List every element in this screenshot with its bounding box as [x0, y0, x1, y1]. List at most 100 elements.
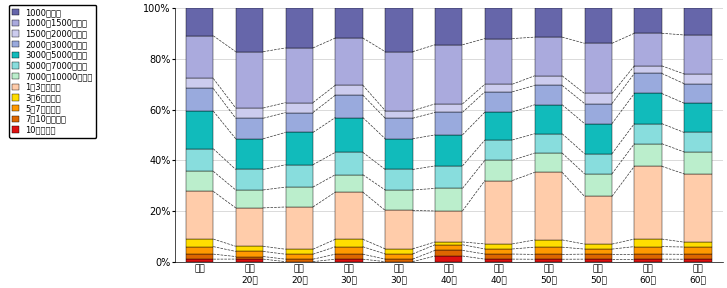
Bar: [286, 249, 313, 254]
Bar: [335, 95, 363, 118]
Bar: [236, 257, 263, 259]
Bar: [286, 48, 313, 103]
Bar: [585, 174, 612, 196]
Bar: [335, 259, 363, 262]
Bar: [186, 171, 213, 192]
Bar: [485, 39, 513, 84]
Bar: [585, 104, 612, 124]
Bar: [485, 259, 513, 262]
Bar: [535, 153, 562, 172]
Bar: [236, 246, 263, 251]
Bar: [485, 8, 513, 39]
Bar: [335, 239, 363, 247]
Bar: [286, 132, 313, 165]
Bar: [385, 249, 413, 254]
Bar: [585, 249, 612, 254]
Bar: [385, 118, 413, 139]
Bar: [635, 66, 662, 73]
Bar: [236, 118, 263, 139]
Bar: [385, 169, 413, 190]
Bar: [435, 166, 462, 188]
Bar: [485, 84, 513, 92]
Bar: [385, 211, 413, 249]
Bar: [485, 181, 513, 244]
Bar: [485, 160, 513, 181]
Bar: [485, 254, 513, 259]
Bar: [635, 239, 662, 247]
Bar: [286, 113, 313, 132]
Bar: [535, 247, 562, 254]
Bar: [585, 259, 612, 262]
Bar: [435, 188, 462, 211]
Bar: [635, 124, 662, 144]
Bar: [186, 239, 213, 247]
Bar: [635, 144, 662, 166]
Bar: [335, 38, 363, 85]
Bar: [684, 35, 712, 74]
Bar: [385, 111, 413, 118]
Bar: [485, 140, 513, 160]
Bar: [684, 8, 712, 35]
Bar: [385, 52, 413, 111]
Bar: [635, 8, 662, 33]
Bar: [684, 254, 712, 259]
Bar: [535, 254, 562, 259]
Bar: [335, 8, 363, 38]
Bar: [485, 244, 513, 249]
Bar: [236, 169, 263, 190]
Bar: [335, 247, 363, 254]
Bar: [435, 8, 462, 45]
Bar: [684, 259, 712, 262]
Bar: [435, 112, 462, 135]
Bar: [186, 254, 213, 259]
Bar: [535, 86, 562, 105]
Bar: [286, 207, 313, 249]
Bar: [684, 84, 712, 103]
Bar: [435, 45, 462, 104]
Bar: [435, 256, 462, 262]
Bar: [485, 92, 513, 112]
Bar: [435, 245, 462, 250]
Bar: [585, 196, 612, 244]
Bar: [535, 172, 562, 240]
Bar: [635, 166, 662, 239]
Legend: 1000円未満, 1000〜1500円未満, 1500〜2000円未満, 2000〜3000円未満, 3000〜5000円未満, 5000〜7000円未満, 7: 1000円未満, 1000〜1500円未満, 1500〜2000円未満, 200…: [9, 5, 96, 138]
Bar: [286, 187, 313, 207]
Bar: [535, 259, 562, 262]
Bar: [435, 104, 462, 112]
Bar: [485, 249, 513, 254]
Bar: [236, 190, 263, 208]
Bar: [535, 76, 562, 86]
Bar: [186, 192, 213, 239]
Bar: [186, 247, 213, 254]
Bar: [535, 8, 562, 37]
Bar: [335, 192, 363, 239]
Bar: [286, 8, 313, 48]
Bar: [286, 259, 313, 262]
Bar: [385, 190, 413, 211]
Bar: [385, 8, 413, 52]
Bar: [635, 94, 662, 124]
Bar: [684, 74, 712, 84]
Bar: [585, 124, 612, 154]
Bar: [585, 94, 612, 104]
Bar: [186, 88, 213, 111]
Bar: [236, 208, 263, 246]
Bar: [186, 36, 213, 78]
Bar: [186, 78, 213, 88]
Bar: [635, 254, 662, 259]
Bar: [635, 259, 662, 262]
Bar: [236, 108, 263, 118]
Bar: [385, 139, 413, 169]
Bar: [335, 175, 363, 192]
Bar: [435, 242, 462, 245]
Bar: [186, 111, 213, 149]
Bar: [535, 240, 562, 247]
Bar: [635, 33, 662, 66]
Bar: [485, 112, 513, 140]
Bar: [186, 259, 213, 262]
Bar: [635, 73, 662, 94]
Bar: [535, 134, 562, 153]
Bar: [684, 242, 712, 247]
Bar: [335, 152, 363, 175]
